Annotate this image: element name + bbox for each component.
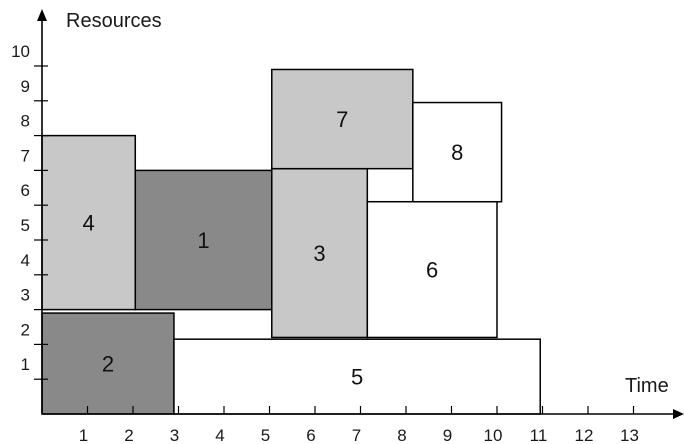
y-tick-label: 5 — [21, 216, 30, 235]
y-tick-label: 4 — [21, 251, 30, 270]
x-tick-label: 12 — [575, 426, 594, 444]
y-tick-label: 6 — [21, 181, 30, 200]
x-tick-label: 8 — [397, 426, 406, 444]
task-block: 5 — [173, 338, 541, 415]
x-tick-label: 6 — [306, 426, 315, 444]
task-rect — [173, 338, 541, 415]
y-tick-label: 3 — [21, 286, 30, 305]
x-tick-label: 5 — [261, 426, 270, 444]
x-tick-label: 11 — [530, 426, 548, 444]
task-label: 2 — [102, 352, 114, 377]
task-label: 3 — [313, 241, 325, 266]
y-tick-label: 10 — [11, 42, 30, 61]
task-block: 1 — [134, 169, 273, 311]
y-tick-label: 9 — [21, 77, 30, 96]
x-tick-label: 13 — [620, 426, 639, 444]
x-tick-label: 10 — [484, 426, 503, 444]
x-tick-label: 7 — [352, 426, 361, 444]
task-block: 6 — [366, 200, 498, 339]
task-rect — [366, 200, 498, 339]
y-axis-title: Resources — [66, 10, 162, 32]
task-block: 7 — [271, 68, 414, 170]
x-tick-label: 4 — [215, 426, 224, 444]
x-tick-label: 3 — [170, 426, 179, 444]
task-rect — [41, 134, 137, 311]
task-label: 4 — [83, 211, 95, 236]
x-axis-title: Time — [625, 375, 669, 397]
task-rect — [271, 68, 414, 170]
task-block: 2 — [41, 312, 175, 415]
task-label: 7 — [336, 107, 348, 132]
x-tick-label: 2 — [124, 426, 133, 444]
task-block: 3 — [271, 167, 369, 339]
x-axis-arrow-icon — [673, 409, 684, 419]
axes-layer: Time Resources — [37, 9, 684, 419]
y-tick-label: 8 — [21, 112, 30, 131]
y-tick-label: 2 — [21, 320, 30, 339]
y-tick-label: 1 — [21, 355, 30, 374]
tasks-layer: 1 2 3 4 5 6 7 8 — [41, 68, 541, 415]
y-tick-label: 7 — [21, 146, 30, 165]
task-label: 6 — [426, 258, 438, 283]
task-rect — [412, 101, 503, 203]
y-axis-arrow-icon — [37, 9, 47, 21]
task-label: 5 — [351, 365, 363, 390]
task-block: 4 — [41, 134, 137, 311]
task-rect — [134, 169, 273, 311]
task-label: 1 — [197, 228, 209, 253]
task-rect — [41, 312, 175, 415]
task-block: 8 — [412, 101, 503, 203]
x-tick-label: 9 — [443, 426, 452, 444]
x-tick-label: 1 — [79, 426, 88, 444]
task-label: 8 — [451, 140, 463, 165]
